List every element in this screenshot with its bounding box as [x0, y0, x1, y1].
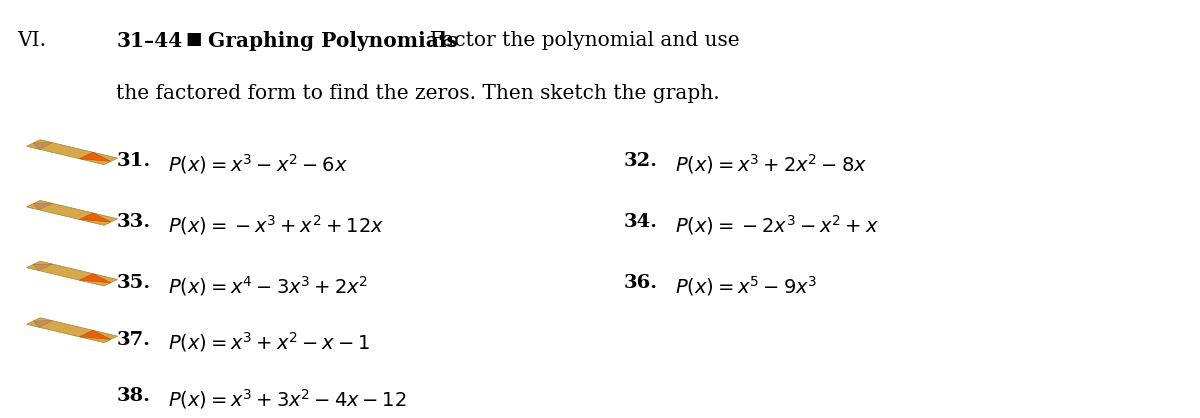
- Text: $P(x) = -x^3 + x^2 + 12x$: $P(x) = -x^3 + x^2 + 12x$: [168, 213, 384, 237]
- Text: $P(x) = x^4 - 3x^3 + 2x^2$: $P(x) = x^4 - 3x^3 + 2x^2$: [168, 274, 367, 298]
- Polygon shape: [26, 200, 118, 225]
- Text: $P(x) = x^3 + x^2 - x - 1$: $P(x) = x^3 + x^2 - x - 1$: [168, 331, 370, 354]
- Text: 37.: 37.: [116, 331, 150, 349]
- Text: 34.: 34.: [624, 213, 658, 231]
- Polygon shape: [26, 140, 118, 165]
- Polygon shape: [34, 143, 53, 149]
- Text: Factor the polynomial and use: Factor the polynomial and use: [418, 31, 740, 50]
- Text: $P(x) = x^3 - x^2 - 6x$: $P(x) = x^3 - x^2 - 6x$: [168, 153, 347, 176]
- Text: VI.: VI.: [17, 31, 46, 50]
- Text: 38.: 38.: [116, 387, 150, 405]
- Text: 36.: 36.: [624, 274, 658, 292]
- Polygon shape: [79, 213, 110, 222]
- Polygon shape: [79, 330, 110, 339]
- Text: Graphing Polynomials: Graphing Polynomials: [209, 31, 458, 51]
- Polygon shape: [34, 264, 53, 270]
- Text: $P(x) = x^3 + 2x^2 - 8x$: $P(x) = x^3 + 2x^2 - 8x$: [676, 153, 868, 176]
- Text: 31.: 31.: [116, 153, 150, 171]
- Text: 32.: 32.: [624, 153, 658, 171]
- Text: $P(x) = x^3 + 3x^2 - 4x - 12$: $P(x) = x^3 + 3x^2 - 4x - 12$: [168, 387, 407, 411]
- Text: 33.: 33.: [116, 213, 150, 231]
- Polygon shape: [79, 274, 110, 283]
- Text: $P(x) = x^5 - 9x^3$: $P(x) = x^5 - 9x^3$: [676, 274, 817, 298]
- Text: 31–44: 31–44: [116, 31, 182, 51]
- Polygon shape: [79, 152, 110, 161]
- Text: 35.: 35.: [116, 274, 150, 292]
- Text: $P(x) = -2x^3 - x^2 + x$: $P(x) = -2x^3 - x^2 + x$: [676, 213, 878, 237]
- Polygon shape: [34, 203, 53, 210]
- Polygon shape: [26, 261, 118, 286]
- Polygon shape: [26, 318, 118, 343]
- Text: the factored form to find the zeros. Then sketch the graph.: the factored form to find the zeros. The…: [116, 84, 720, 103]
- Text: ■: ■: [186, 31, 202, 48]
- Polygon shape: [34, 321, 53, 327]
